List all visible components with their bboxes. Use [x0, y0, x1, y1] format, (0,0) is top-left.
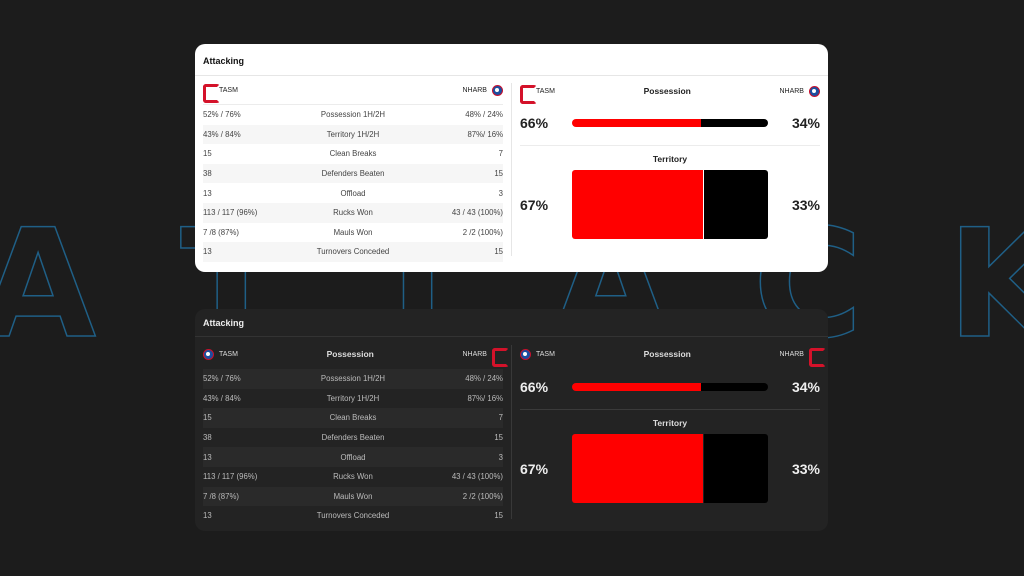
- home-team-name: TASM: [219, 350, 238, 358]
- c-logo-icon: [491, 347, 509, 367]
- stats-table-header: TASM Possession NHARB: [203, 339, 509, 369]
- stats-rows: 52% / 76% Possession 1H/2H 48% / 24% 43% /…: [203, 105, 503, 262]
- bg-letter: K: [946, 209, 1024, 361]
- possession-title: Possession: [643, 349, 691, 359]
- attacking-card-dark: Attacking TASM Possession NHARB 52% / 76…: [195, 309, 828, 531]
- table-row: 13 Turnovers Conceded 15: [203, 242, 503, 262]
- territory-away-pct: 33%: [791, 460, 820, 477]
- stats-rows: 52% / 76% Possession 1H/2H 48% / 24% 43% /…: [203, 369, 503, 526]
- divider: [520, 145, 820, 146]
- possession-bar-away-fill: [701, 383, 768, 391]
- possession-away-pct: 34%: [791, 379, 820, 395]
- attacking-card-light: Attacking TASM NHARB 52% / 76% Possession…: [195, 44, 828, 272]
- stats-table: TASM Possession NHARB 52% / 76% Possessio…: [195, 339, 511, 525]
- possession-home-pct: 66%: [520, 379, 549, 395]
- table-row: 15 Clean Breaks 7: [203, 149, 503, 159]
- column-divider: [511, 345, 512, 519]
- table-row: 52% / 76% Possession 1H/2H 48% / 24%: [203, 369, 503, 389]
- territory-title: Territory: [652, 418, 688, 428]
- bear-logo-icon: [808, 85, 820, 97]
- divider: [520, 409, 820, 410]
- territory-title: Territory: [652, 154, 688, 164]
- territory-bar-home-fill: [572, 434, 704, 503]
- column-divider: [511, 83, 512, 256]
- away-team-name: NHARB: [462, 87, 487, 94]
- away-team-name: NHARB: [779, 87, 804, 95]
- bars-panel: TASM Possession NHARB 66% 34% Territory: [512, 339, 828, 525]
- home-team-name: TASM: [219, 87, 238, 94]
- table-row: 38 Defenders Beaten 15: [203, 433, 503, 443]
- territory-bar: [572, 434, 768, 503]
- territory-bar: [572, 170, 768, 239]
- possession-row: 66% 34%: [520, 105, 820, 141]
- table-row: 13 Offload 3: [203, 447, 503, 467]
- stats-table: TASM NHARB 52% / 76% Possession 1H/2H 48% …: [195, 77, 511, 262]
- card-title: Attacking: [195, 309, 828, 337]
- table-row: 15 Clean Breaks 7: [203, 408, 503, 428]
- bear-logo-icon: [491, 85, 503, 96]
- territory-bar-away-fill: [703, 170, 768, 239]
- territory-home-pct: 67%: [520, 196, 549, 213]
- table-row: 13 Turnovers Conceded 15: [203, 511, 503, 521]
- stats-table-header: TASM NHARB: [203, 77, 503, 105]
- territory-row: 67% 33%: [520, 170, 820, 239]
- table-row: 113 / 117 (96%) Rucks Won 43 / 43 (100%): [203, 472, 503, 482]
- table-row: 7 /8 (87%) Mauls Won 2 /2 (100%): [203, 486, 503, 507]
- c-logo-icon: [203, 84, 220, 103]
- possession-bar-away-fill: [701, 119, 768, 127]
- possession-bar: [572, 119, 768, 127]
- table-row: 38 Defenders Beaten 15: [203, 163, 503, 184]
- bear-logo-icon: [520, 348, 531, 360]
- table-row: 113 / 117 (96%) Rucks Won 43 / 43 (100%): [203, 202, 503, 223]
- away-team-name: NHARB: [779, 350, 804, 358]
- table-row: 7 /8 (87%) Mauls Won 2 /2 (100%): [203, 227, 503, 237]
- possession-away-pct: 34%: [791, 115, 820, 131]
- bars-header: TASM Possession NHARB: [520, 77, 820, 105]
- possession-row: 66% 34%: [520, 369, 820, 405]
- away-team-name: NHARB: [462, 350, 487, 358]
- table-row: 43% / 84% Territory 1H/2H 87%/ 16%: [203, 124, 503, 145]
- home-team-name: TASM: [536, 87, 555, 95]
- possession-bar: [572, 383, 768, 391]
- table-row: 13 Offload 3: [203, 188, 503, 198]
- card-title: Attacking: [195, 44, 828, 76]
- bars-panel: TASM Possession NHARB 66% 34% Territory: [512, 77, 828, 262]
- possession-bar-home-fill: [572, 383, 702, 391]
- possession-title: Possession: [643, 86, 691, 96]
- bars-header: TASM Possession NHARB: [520, 339, 826, 369]
- c-logo-icon: [808, 347, 826, 367]
- territory-bar-away-fill: [703, 434, 768, 503]
- table-row: 52% / 76% Possession 1H/2H 48% / 24%: [203, 110, 503, 120]
- territory-home-pct: 67%: [520, 460, 549, 477]
- table-row: 43% / 84% Territory 1H/2H 87%/ 16%: [203, 393, 503, 403]
- territory-away-pct: 33%: [791, 196, 820, 213]
- territory-bar-home-fill: [572, 170, 704, 239]
- bg-letter: A: [0, 198, 133, 372]
- possession-home-pct: 66%: [520, 115, 549, 131]
- bear-logo-icon: [203, 348, 214, 360]
- possession-bar-home-fill: [572, 119, 702, 127]
- territory-row: 67% 33%: [520, 434, 820, 503]
- c-logo-icon: [520, 84, 537, 104]
- header-mid-label: Possession: [326, 349, 374, 359]
- home-team-name: TASM: [536, 350, 555, 358]
